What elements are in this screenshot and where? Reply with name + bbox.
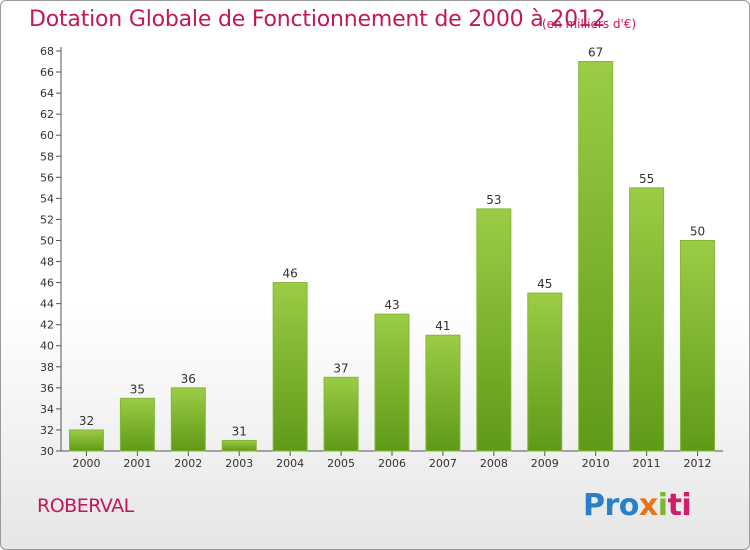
y-tick-label: 68	[40, 45, 54, 58]
bar-value-label: 67	[588, 46, 603, 60]
y-tick-label: 64	[40, 87, 54, 100]
bar-value-label: 55	[639, 172, 654, 186]
x-tick-label: 2008	[480, 457, 508, 470]
x-tick-label: 2007	[429, 457, 457, 470]
bar-2000	[68, 429, 104, 452]
chart-title: Dotation Globale de Fonctionnement de 20…	[29, 7, 606, 32]
y-tick-label: 36	[40, 382, 54, 395]
x-tick-label: 2010	[582, 457, 610, 470]
x-tick-label: 2002	[174, 457, 202, 470]
bar-value-label: 53	[486, 193, 501, 207]
y-tick-label: 56	[40, 171, 54, 184]
bar-2004	[272, 282, 308, 452]
x-tick-label: 2000	[72, 457, 100, 470]
y-tick-label: 48	[40, 256, 54, 269]
x-tick-label: 2001	[123, 457, 151, 470]
x-tick-label: 2003	[225, 457, 253, 470]
commune-name: ROBERVAL	[37, 495, 134, 517]
bar-2002	[170, 387, 206, 452]
bar-2003	[221, 439, 257, 452]
bar-2010	[578, 61, 614, 452]
chart-subtitle: (en milliers d'€)	[542, 17, 637, 31]
y-tick-label: 66	[40, 66, 54, 79]
bar-value-label: 46	[283, 267, 298, 281]
bar-2007	[425, 334, 461, 452]
proxiti-logo: Proxiti	[583, 488, 692, 523]
y-tick-label: 30	[40, 445, 54, 458]
bar-value-label: 36	[181, 372, 196, 386]
bar-value-label: 35	[130, 382, 145, 396]
y-tick-label: 54	[40, 192, 54, 205]
y-tick-label: 44	[40, 298, 54, 311]
y-tick-label: 62	[40, 108, 54, 121]
x-tick-label: 2009	[531, 457, 559, 470]
bar-2009	[527, 292, 563, 452]
bar-value-label: 45	[537, 277, 552, 291]
bar-value-label: 43	[384, 298, 399, 312]
bar-value-label: 41	[435, 319, 450, 333]
y-tick-label: 46	[40, 277, 54, 290]
bar-2012	[680, 239, 716, 452]
y-tick-label: 52	[40, 213, 54, 226]
bar-value-label: 50	[690, 224, 705, 238]
y-tick-label: 34	[40, 403, 54, 416]
y-tick-label: 60	[40, 129, 54, 142]
bar-2001	[119, 397, 155, 452]
bar-value-label: 37	[333, 361, 348, 375]
bar-2011	[629, 187, 665, 452]
y-tick-label: 38	[40, 361, 54, 374]
x-tick-label: 2004	[276, 457, 304, 470]
bar-value-label: 31	[232, 424, 247, 438]
y-tick-label: 50	[40, 234, 54, 247]
bar-value-label: 32	[79, 414, 94, 428]
x-tick-label: 2006	[378, 457, 406, 470]
y-tick-label: 40	[40, 340, 54, 353]
bar-2008	[476, 208, 512, 452]
x-tick-label: 2005	[327, 457, 355, 470]
bar-2005	[323, 376, 359, 452]
x-tick-label: 2011	[633, 457, 661, 470]
y-tick-label: 58	[40, 150, 54, 163]
bar-2006	[374, 313, 410, 452]
y-tick-label: 32	[40, 424, 54, 437]
y-tick-label: 42	[40, 319, 54, 332]
x-tick-label: 2012	[684, 457, 712, 470]
